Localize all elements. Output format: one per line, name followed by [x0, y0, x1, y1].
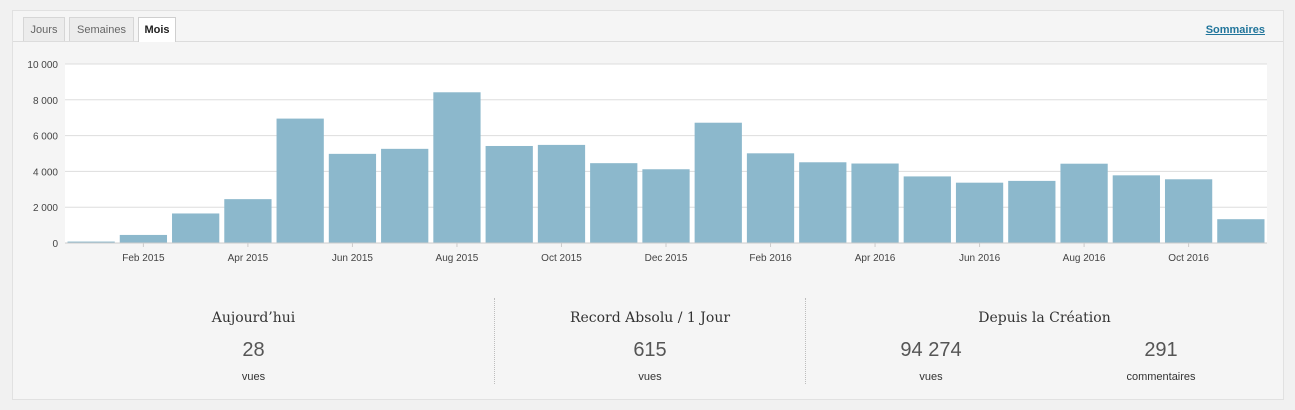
stat-all-time-views-label: vues — [919, 371, 943, 383]
stats-summary: Aujourd’hui 28 vues Record Absolu / 1 Jo… — [13, 292, 1283, 392]
bar-sep-2016 — [1112, 175, 1160, 243]
period-tabs: Jours Semaines Mois Sommaires — [13, 11, 1283, 42]
bar-may-2015 — [276, 118, 324, 243]
x-tick-label: Apr 2016 — [855, 253, 896, 264]
x-tick-label: Feb 2016 — [749, 253, 792, 264]
y-tick-label: 2 000 — [33, 203, 58, 214]
y-tick-label: 0 — [52, 239, 58, 250]
stat-today-value: 28 — [242, 339, 265, 361]
stat-all-time: Depuis la Création 94 274 vues 291 comme… — [805, 298, 1283, 384]
bar-nov-2016 — [1217, 219, 1265, 243]
stat-all-time-comments-label: commentaires — [1126, 371, 1196, 383]
x-tick-label: Dec 2015 — [645, 253, 688, 264]
bar-mar-2016 — [799, 162, 847, 243]
chart-svg: 0 2 000 4 000 6 000 8 000 10 000 Feb 2015 Apr 2… — [27, 60, 1267, 264]
x-tick-label: Oct 2015 — [541, 253, 582, 264]
x-tick-label: Aug 2015 — [436, 253, 479, 264]
bar-feb-2015 — [119, 234, 168, 243]
bar-nov-2015 — [590, 163, 638, 243]
bar-may-2016 — [903, 176, 951, 243]
stat-all-time-title: Depuis la Création — [978, 310, 1111, 326]
stats-panel: Jours Semaines Mois Sommaires 0 2 000 4 00… — [12, 10, 1284, 400]
stat-best-value: 615 — [633, 339, 667, 361]
bar-aug-2016 — [1060, 163, 1108, 243]
y-tick-label: 8 000 — [33, 96, 58, 107]
tab-days[interactable]: Jours — [23, 17, 65, 41]
stat-today-title: Aujourd’hui — [211, 310, 296, 326]
bar-feb-2016 — [746, 153, 795, 243]
bar-oct-2015 — [537, 144, 586, 243]
bar-oct-2016 — [1164, 179, 1213, 243]
bar-jan-2015 — [67, 241, 115, 243]
x-tick-label: Oct 2016 — [1168, 253, 1209, 264]
stat-best-label: vues — [638, 371, 662, 383]
bar-sep-2015 — [485, 145, 533, 243]
summaries-link[interactable]: Sommaires — [1205, 24, 1265, 36]
stat-today: Aujourd’hui 28 vues — [13, 298, 494, 384]
bar-mar-2015 — [172, 213, 220, 243]
stat-best-day: Record Absolu / 1 Jour 615 vues — [494, 298, 805, 384]
x-tick-label: Apr 2015 — [228, 253, 269, 264]
stat-all-time-views-value: 94 274 — [900, 339, 962, 361]
x-tick-label: Jun 2015 — [332, 253, 374, 264]
bar-apr-2015 — [224, 199, 272, 243]
monthly-views-chart: 0 2 000 4 000 6 000 8 000 10 000 Feb 2015 Apr 2… — [13, 42, 1285, 282]
tab-months[interactable]: Mois — [138, 17, 176, 42]
bar-jul-2015 — [381, 148, 429, 243]
y-tick-label: 10 000 — [27, 60, 58, 71]
bar-dec-2015 — [642, 169, 690, 243]
bar-jul-2016 — [1008, 180, 1056, 243]
stat-best-title: Record Absolu / 1 Jour — [569, 310, 731, 326]
x-tick-label: Aug 2016 — [1063, 253, 1106, 264]
y-tick-label: 4 000 — [33, 167, 58, 178]
bar-jan-2016 — [694, 122, 742, 243]
bar-apr-2016 — [851, 163, 899, 243]
tab-weeks[interactable]: Semaines — [69, 17, 134, 41]
x-tick-label: Feb 2015 — [122, 253, 165, 264]
bar-jun-2016 — [955, 182, 1004, 243]
y-tick-label: 6 000 — [33, 132, 58, 143]
bar-jun-2015 — [328, 153, 377, 243]
stat-all-time-comments-value: 291 — [1144, 339, 1178, 361]
stat-today-label: vues — [241, 371, 266, 383]
bar-aug-2015 — [433, 92, 481, 243]
x-tick-label: Jun 2016 — [959, 253, 1001, 264]
